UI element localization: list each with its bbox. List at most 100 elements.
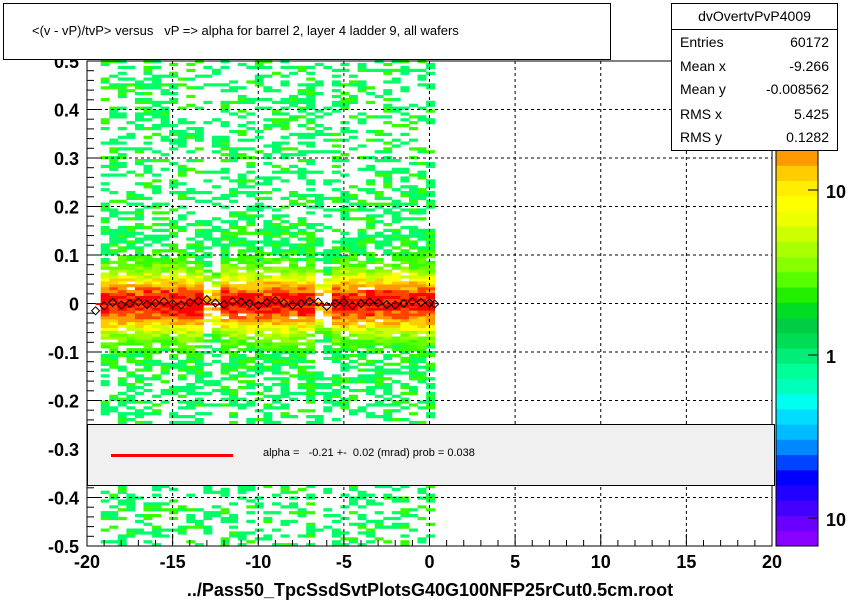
heatmap-cell [289, 356, 298, 360]
heatmap-cell [160, 310, 170, 314]
heatmap-cell [374, 339, 384, 343]
heatmap-cell [366, 202, 375, 206]
heatmap-cell [117, 537, 127, 541]
heatmap-cell [280, 359, 290, 363]
heatmap-cell [331, 103, 341, 107]
heatmap-cell [152, 77, 161, 81]
heatmap-cell [340, 191, 350, 195]
heatmap-cell [400, 281, 410, 285]
heatmap-cell [340, 287, 350, 291]
heatmap-cell [126, 493, 136, 497]
heatmap-cell [323, 525, 333, 529]
heatmap-cell [237, 217, 247, 221]
heatmap-cell [417, 356, 427, 360]
heatmap-cell [152, 124, 161, 128]
heatmap-cell [160, 307, 170, 311]
heatmap-cell [306, 397, 316, 401]
heatmap-cell [220, 368, 230, 372]
heatmap-cell [135, 385, 144, 390]
heatmap-cell [109, 330, 119, 334]
heatmap-cell [289, 275, 298, 279]
heatmap-cell [383, 62, 393, 67]
heatmap-cell [169, 129, 179, 134]
heatmap-cell [109, 106, 119, 110]
heatmap-cell [263, 519, 273, 523]
heatmap-cell [220, 266, 230, 270]
heatmap-cell [409, 295, 418, 299]
heatmap-cell [160, 257, 170, 262]
heatmap-cell [331, 138, 341, 142]
stats-value: -9.266 [789, 58, 829, 74]
y-tick-label: 0 [69, 295, 79, 315]
heatmap-cell [383, 391, 393, 395]
heatmap-cell [391, 231, 401, 235]
heatmap-cell [374, 394, 384, 398]
heatmap-cell [417, 487, 427, 491]
heatmap-cell [331, 383, 341, 387]
heatmap-cell [297, 83, 307, 87]
heatmap-cell [417, 371, 427, 375]
heatmap-cell [383, 307, 393, 311]
heatmap-cell [314, 150, 324, 154]
heatmap-cell [391, 138, 401, 142]
heatmap-cell [126, 359, 136, 363]
heatmap-cell [391, 159, 401, 163]
heatmap-cell [263, 266, 273, 270]
heatmap-cell [100, 409, 110, 413]
heatmap-cell [100, 225, 110, 230]
heatmap-cell [297, 100, 307, 104]
heatmap-cell [109, 211, 119, 215]
heatmap-cell [143, 383, 153, 387]
heatmap-cell [169, 289, 179, 294]
heatmap-cell [391, 263, 401, 267]
profile-point [330, 298, 341, 309]
heatmap-cell [246, 383, 256, 387]
heatmap-cell [237, 147, 247, 151]
heatmap-cell [340, 345, 350, 349]
heatmap-cell [297, 266, 307, 270]
heatmap-cell [109, 348, 119, 352]
heatmap-cell [280, 167, 290, 171]
heatmap-cell [212, 490, 221, 494]
heatmap-cell [374, 324, 384, 328]
heatmap-cell [135, 362, 144, 366]
heatmap-cell [220, 103, 230, 107]
heatmap-cell [340, 121, 350, 125]
heatmap-cell [237, 307, 247, 311]
heatmap-cell [289, 246, 298, 250]
heatmap-cell [237, 278, 247, 282]
heatmap-cell [135, 307, 144, 311]
heatmap-cell [109, 275, 119, 279]
heatmap-cell [383, 385, 393, 390]
heatmap-cell [263, 339, 273, 343]
heatmap-cell [400, 508, 410, 512]
heatmap-cell [383, 249, 393, 253]
heatmap-cell [212, 150, 221, 154]
heatmap-cell [160, 100, 170, 104]
heatmap-cell [417, 284, 427, 288]
heatmap-cell [135, 327, 144, 331]
heatmap-cell [297, 377, 307, 381]
heatmap-cell [169, 263, 179, 267]
profile-point [270, 295, 281, 306]
heatmap-cell [357, 80, 367, 84]
heatmap-cell [246, 380, 256, 384]
heatmap-cell [186, 333, 196, 337]
heatmap-cell [297, 176, 307, 180]
heatmap-cell [383, 170, 393, 174]
heatmap-cell [426, 249, 435, 253]
heatmap-cell [349, 269, 358, 273]
heatmap-cell [383, 103, 393, 107]
heatmap-cell [194, 377, 204, 381]
heatmap-cell [203, 74, 213, 78]
heatmap-cell [383, 525, 393, 529]
heatmap-cell [374, 243, 384, 247]
heatmap-cell [272, 278, 281, 282]
fit-legend-line [111, 454, 233, 457]
heatmap-cell [409, 298, 418, 302]
heatmap-cell [306, 161, 316, 166]
heatmap-cell [426, 118, 435, 122]
heatmap-cell [383, 397, 393, 401]
heatmap-cell [263, 228, 273, 232]
heatmap-cell [117, 313, 127, 317]
